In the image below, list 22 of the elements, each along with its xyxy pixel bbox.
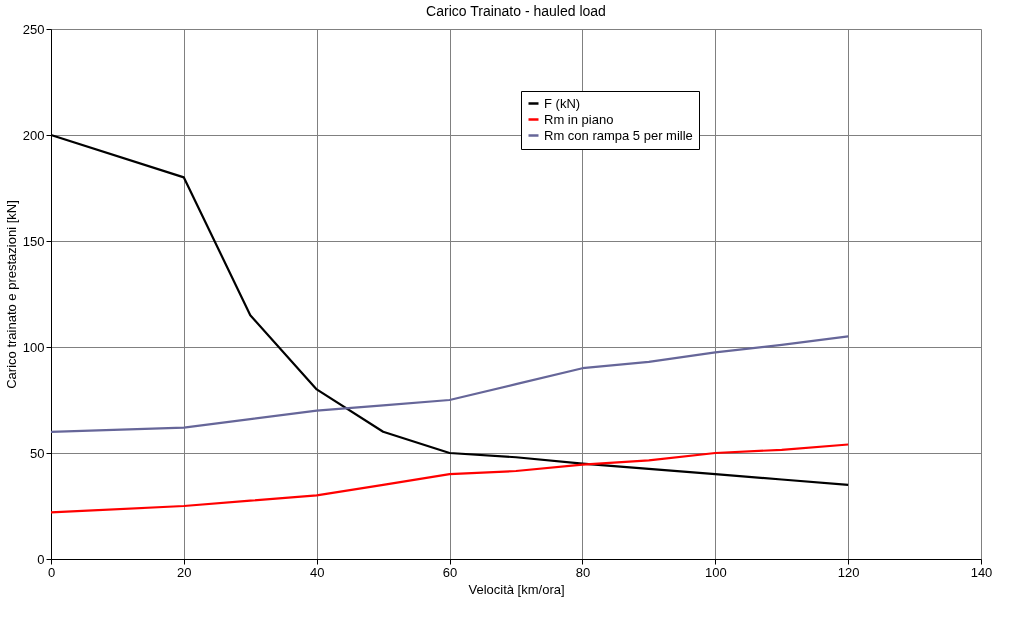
legend-label: Rm in piano bbox=[544, 111, 614, 127]
x-tick-label: 80 bbox=[575, 564, 591, 580]
y-tick-label: 0 bbox=[37, 551, 45, 567]
x-tick-label: 120 bbox=[837, 564, 860, 580]
x-tick-label: 140 bbox=[970, 564, 993, 580]
y-tick-label: 150 bbox=[22, 233, 45, 249]
line-series bbox=[49, 335, 850, 433]
y-axis-title: Carico trainato e prestazioni [kN] bbox=[3, 200, 19, 389]
line-series bbox=[49, 443, 850, 514]
y-tick-label: 250 bbox=[22, 21, 45, 37]
y-tick-label: 50 bbox=[30, 445, 45, 461]
y-tick-label: 200 bbox=[22, 127, 45, 143]
legend-label: Rm con rampa 5 per mille bbox=[544, 127, 693, 143]
x-tick-label: 40 bbox=[309, 564, 325, 580]
x-tick-label: 60 bbox=[442, 564, 458, 580]
chart-title: Carico Trainato - hauled load bbox=[426, 3, 606, 19]
legend-label: F (kN) bbox=[544, 95, 581, 111]
x-tick-label: 100 bbox=[704, 564, 727, 580]
x-tick-label: 20 bbox=[177, 564, 192, 580]
x-axis-title: Velocità [km/ora] bbox=[468, 581, 565, 597]
x-tick-label: 0 bbox=[47, 564, 56, 580]
y-tick-label: 100 bbox=[22, 339, 45, 355]
